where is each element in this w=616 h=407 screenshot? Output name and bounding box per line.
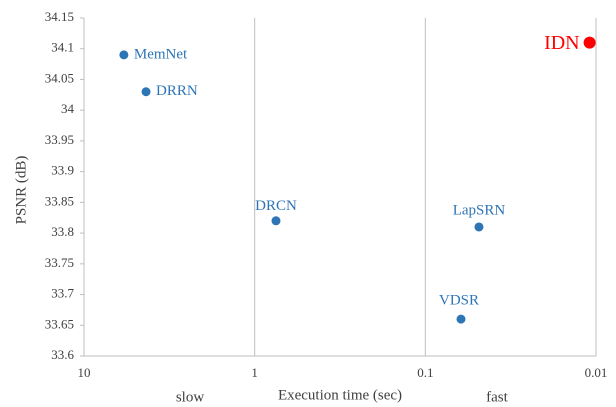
annotation: slow [176, 389, 205, 405]
x-axis-label: Execution time (sec) [278, 387, 402, 403]
point [456, 314, 466, 324]
y-tick-label: 33.75 [45, 255, 74, 270]
y-tick-label: 33.85 [45, 193, 74, 208]
x-tick-label: 0.1 [417, 365, 433, 380]
y-tick-label: 34.1 [51, 40, 74, 55]
y-tick-label: 33.95 [45, 132, 74, 147]
annotation: fast [486, 389, 508, 405]
y-tick-label: 34.15 [45, 9, 74, 24]
point-label: DRRN [156, 83, 198, 99]
point-label: VDSR [439, 293, 479, 309]
y-axis-label: PSNR (dB) [13, 156, 29, 225]
y-tick-label: 33.8 [51, 224, 74, 239]
y-tick-label: 34 [61, 101, 75, 116]
x-tick-label: 1 [251, 365, 258, 380]
y-tick-label: 33.9 [51, 163, 74, 178]
point [141, 87, 151, 97]
point [474, 222, 484, 232]
point-label: MemNet [134, 46, 188, 62]
point-label: IDN [544, 32, 580, 54]
point [271, 216, 281, 226]
y-tick-label: 34.05 [45, 70, 74, 85]
point-label: DRCN [255, 198, 297, 214]
point [119, 50, 129, 60]
y-tick-label: 33.7 [51, 286, 74, 301]
y-tick-label: 33.6 [51, 347, 74, 362]
x-tick-label: 10 [78, 365, 91, 380]
point [583, 36, 596, 49]
y-tick-label: 33.65 [45, 316, 74, 331]
point-label: LapSRN [453, 202, 506, 218]
x-tick-label: 0.01 [585, 365, 608, 380]
